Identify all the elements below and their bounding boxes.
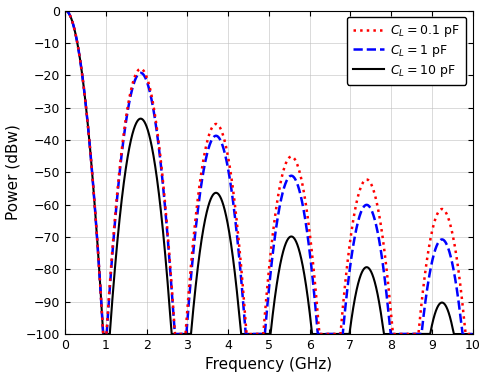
$C_L = 10$ pF (110, 286, 116, 291)
$C_L = 1$ pF (110, 240, 116, 245)
$C_L = 10$ pF (62, 8, 68, 13)
$C_L = 10$ pF (100, 332, 106, 336)
X-axis label: Frequency (GHz): Frequency (GHz) (206, 358, 332, 372)
$C_L = 10$ pF (364, 265, 369, 270)
$C_L = 10$ pF (149, 146, 155, 150)
$C_L = 0.1$ pF (364, 177, 369, 182)
$C_L = 0.1$ pF (469, 332, 475, 336)
Line: $C_L = 0.1$ pF: $C_L = 0.1$ pF (65, 11, 472, 334)
$C_L = 1$ pF (469, 332, 475, 336)
$C_L = 0.1$ pF (110, 236, 116, 241)
$C_L = 10$ pF (87, 139, 92, 144)
$C_L = 10$ pF (469, 332, 475, 336)
$C_L = 1$ pF (245, 332, 251, 336)
$C_L = 10$ pF (458, 332, 464, 336)
$C_L = 1$ pF (149, 100, 155, 104)
Y-axis label: Power (dBw): Power (dBw) (5, 124, 20, 220)
$C_L = 10$ pF (245, 332, 251, 336)
$C_L = 0.1$ pF (245, 332, 251, 336)
$C_L = 0.1$ pF (149, 96, 155, 100)
Legend: $C_L = 0.1$ pF, $C_L = 1$ pF, $C_L = 10$ pF: $C_L = 0.1$ pF, $C_L = 1$ pF, $C_L = 10$… (347, 17, 466, 85)
$C_L = 1$ pF (100, 332, 106, 336)
$C_L = 1$ pF (458, 318, 464, 323)
$C_L = 1$ pF (62, 8, 68, 13)
Line: $C_L = 1$ pF: $C_L = 1$ pF (65, 11, 472, 334)
$C_L = 0.1$ pF (62, 8, 68, 13)
$C_L = 1$ pF (87, 139, 92, 144)
$C_L = 0.1$ pF (87, 139, 92, 144)
$C_L = 1$ pF (364, 203, 369, 207)
Line: $C_L = 10$ pF: $C_L = 10$ pF (65, 11, 472, 334)
$C_L = 0.1$ pF (458, 288, 464, 293)
$C_L = 0.1$ pF (100, 332, 106, 336)
